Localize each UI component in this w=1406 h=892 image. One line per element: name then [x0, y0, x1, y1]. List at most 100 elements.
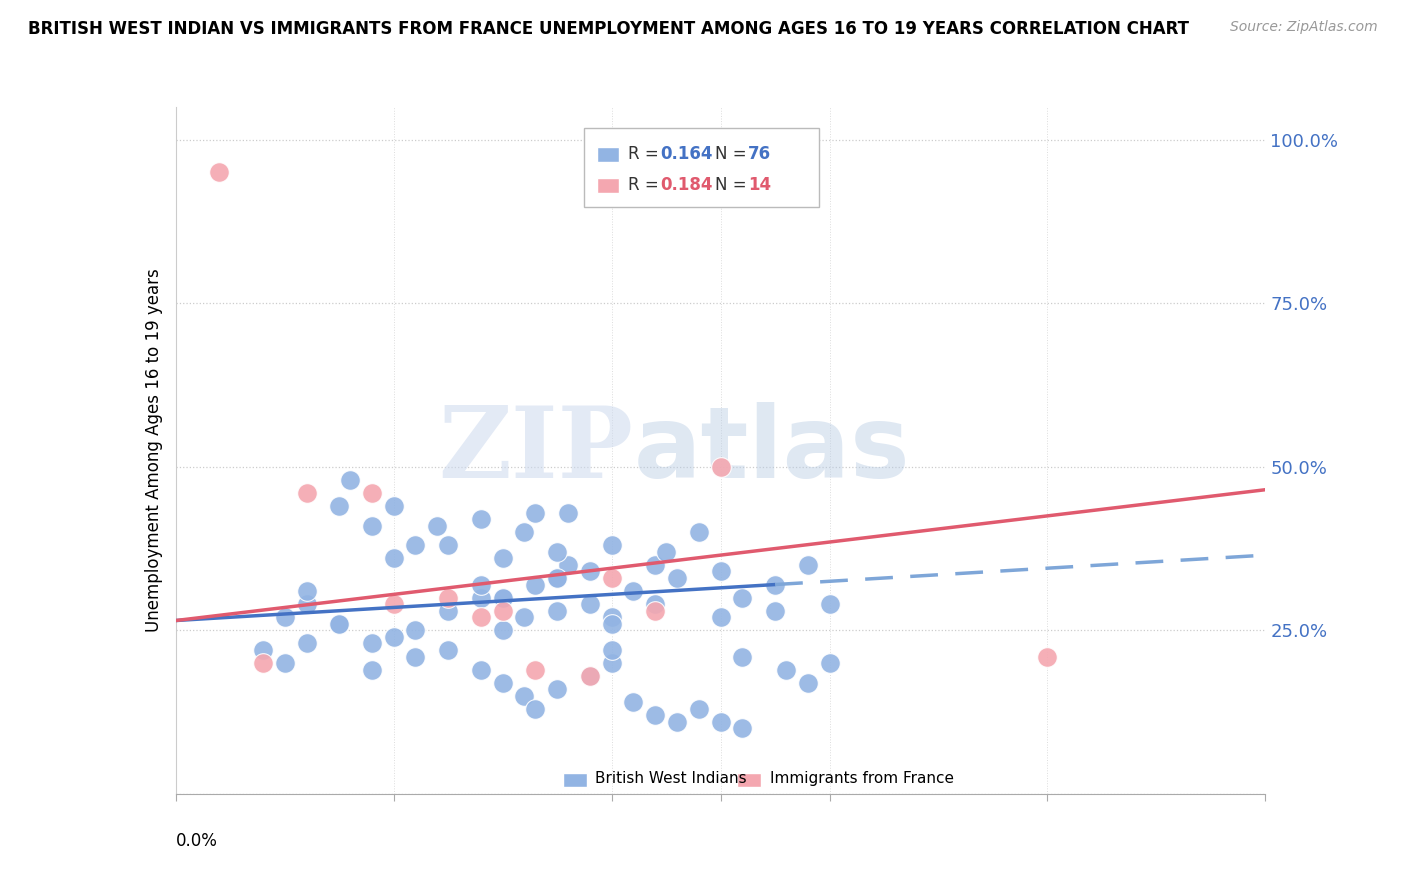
Point	[710, 565, 733, 579]
Text: ZIP: ZIP	[439, 402, 633, 499]
Point	[328, 616, 350, 631]
Point	[557, 558, 579, 572]
Point	[579, 565, 602, 579]
Point	[546, 571, 568, 585]
Point	[644, 708, 666, 723]
Text: N =: N =	[716, 145, 752, 163]
Point	[426, 518, 449, 533]
Point	[524, 577, 547, 591]
Point	[470, 591, 492, 605]
Point	[579, 669, 602, 683]
Text: 0.164: 0.164	[661, 145, 713, 163]
Text: R =: R =	[628, 145, 664, 163]
Point	[763, 577, 786, 591]
Text: R =: R =	[628, 177, 664, 194]
Point	[688, 702, 710, 716]
Point	[295, 636, 318, 650]
Text: 14: 14	[748, 177, 770, 194]
Point	[360, 486, 382, 500]
Y-axis label: Unemployment Among Ages 16 to 19 years: Unemployment Among Ages 16 to 19 years	[145, 268, 163, 632]
Point	[797, 558, 820, 572]
Point	[470, 512, 492, 526]
Point	[492, 591, 515, 605]
Point	[274, 610, 297, 624]
Text: Source: ZipAtlas.com: Source: ZipAtlas.com	[1230, 20, 1378, 34]
Point	[524, 702, 547, 716]
Text: BRITISH WEST INDIAN VS IMMIGRANTS FROM FRANCE UNEMPLOYMENT AMONG AGES 16 TO 19 Y: BRITISH WEST INDIAN VS IMMIGRANTS FROM F…	[28, 20, 1189, 37]
Text: 0.184: 0.184	[661, 177, 713, 194]
Point	[513, 525, 536, 540]
Bar	[585, 128, 818, 207]
Point	[579, 669, 602, 683]
Point	[688, 525, 710, 540]
Point	[797, 675, 820, 690]
Point	[437, 538, 460, 552]
Point	[763, 604, 786, 618]
Point	[208, 165, 231, 179]
Point	[252, 656, 274, 670]
Point	[492, 591, 515, 605]
Point	[546, 682, 568, 697]
Point	[382, 551, 405, 566]
Point	[382, 499, 405, 513]
Point	[710, 610, 733, 624]
Point	[513, 689, 536, 703]
Point	[274, 656, 297, 670]
Point	[405, 538, 427, 552]
Point	[295, 584, 318, 599]
Point	[524, 663, 547, 677]
Point	[437, 604, 460, 618]
Point	[818, 597, 841, 611]
Point	[492, 551, 515, 566]
Point	[818, 656, 841, 670]
Point	[600, 538, 623, 552]
Point	[492, 675, 515, 690]
Bar	[562, 773, 586, 787]
Point	[731, 591, 754, 605]
Point	[513, 610, 536, 624]
Point	[405, 624, 427, 638]
Bar	[598, 147, 619, 162]
Point	[710, 459, 733, 474]
Text: atlas: atlas	[633, 402, 910, 499]
Text: 0.0%: 0.0%	[176, 831, 218, 850]
Point	[470, 610, 492, 624]
Point	[382, 630, 405, 644]
Point	[252, 643, 274, 657]
Point	[295, 597, 318, 611]
Point	[731, 649, 754, 664]
Point	[546, 571, 568, 585]
Point	[295, 486, 318, 500]
Point	[666, 571, 689, 585]
Point	[775, 663, 797, 677]
Point	[579, 597, 602, 611]
Point	[600, 571, 623, 585]
Text: Immigrants from France: Immigrants from France	[769, 772, 953, 786]
Point	[524, 506, 547, 520]
Text: N =: N =	[716, 177, 752, 194]
Point	[600, 610, 623, 624]
Point	[644, 604, 666, 618]
Point	[710, 714, 733, 729]
Text: 76: 76	[748, 145, 770, 163]
Point	[339, 473, 361, 487]
Bar	[598, 178, 619, 193]
Point	[492, 604, 515, 618]
Point	[600, 616, 623, 631]
Point	[655, 545, 678, 559]
Point	[437, 643, 460, 657]
Point	[644, 558, 666, 572]
Point	[382, 597, 405, 611]
Point	[360, 636, 382, 650]
Point	[328, 616, 350, 631]
Text: British West Indians: British West Indians	[595, 772, 747, 786]
Point	[621, 695, 644, 709]
Point	[360, 663, 382, 677]
Point	[492, 624, 515, 638]
Point	[360, 518, 382, 533]
Point	[328, 499, 350, 513]
Point	[470, 577, 492, 591]
Point	[546, 604, 568, 618]
Point	[437, 591, 460, 605]
Point	[731, 722, 754, 736]
